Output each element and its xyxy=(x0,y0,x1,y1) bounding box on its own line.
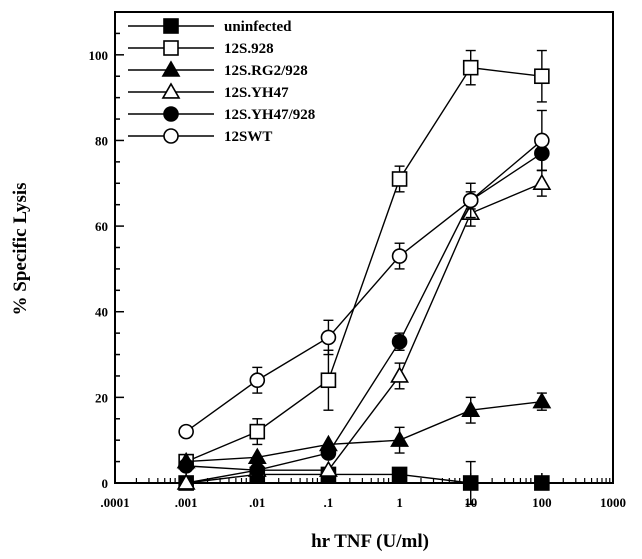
legend-item-3: 12S.RG2/928 xyxy=(128,60,308,79)
legend-marker xyxy=(163,106,179,122)
legend-item-2: 12S.928 xyxy=(128,40,274,57)
x-tick-label: .01 xyxy=(249,495,265,510)
y-tick-label: 60 xyxy=(95,219,108,234)
data-point xyxy=(178,423,194,440)
legend-label: 12S.928 xyxy=(224,41,274,57)
series-line xyxy=(186,473,542,484)
data-point xyxy=(391,466,408,483)
y-axis-title: % Specific Lysis xyxy=(10,182,31,315)
data-point xyxy=(462,59,479,76)
legend-item-5: 12S.YH47/928 xyxy=(128,106,315,123)
data-point xyxy=(462,192,479,209)
x-tick-label: 100 xyxy=(532,495,552,510)
data-point xyxy=(391,248,408,264)
legend-item-6: 12SWT xyxy=(128,128,272,145)
series-3 xyxy=(176,391,552,469)
data-point xyxy=(534,475,550,491)
legend: uninfected 12S.928 12S.RG2/928 12S.YH47 12S.… xyxy=(128,18,315,145)
legend-label: 12SWT xyxy=(224,129,272,145)
x-tick-label: .001 xyxy=(175,495,198,510)
x-tick-label: .0001 xyxy=(100,495,129,510)
data-point xyxy=(249,462,266,478)
data-point xyxy=(461,400,481,417)
legend-marker xyxy=(163,18,179,34)
y-tick-label: 20 xyxy=(95,390,108,405)
data-point xyxy=(391,171,408,187)
series-4 xyxy=(176,169,552,490)
series-line xyxy=(185,66,542,463)
series-line xyxy=(186,400,542,463)
y-tick-label: 40 xyxy=(95,305,108,320)
data-point xyxy=(462,475,479,491)
legend-item-1: uninfected xyxy=(128,18,292,35)
data-point xyxy=(390,430,410,447)
data-point xyxy=(532,173,552,191)
legend-label: 12S.YH47 xyxy=(224,85,289,101)
series-line xyxy=(186,152,543,471)
x-tick-label: 1000 xyxy=(600,495,626,510)
data-point xyxy=(176,473,196,490)
legend-marker xyxy=(161,60,181,77)
y-tick-label: 0 xyxy=(102,476,109,491)
data-point xyxy=(318,460,338,477)
data-point xyxy=(320,445,337,461)
y-tick-label: 80 xyxy=(95,133,108,148)
legend-label: uninfected xyxy=(224,19,292,35)
data-point xyxy=(320,329,337,346)
data-point xyxy=(532,391,552,409)
series-line xyxy=(186,182,543,484)
series-5 xyxy=(178,135,550,478)
data-point xyxy=(534,68,550,85)
series-layer xyxy=(176,49,552,506)
x-tick-label: .1 xyxy=(324,495,334,510)
legend-marker xyxy=(163,128,179,144)
legend-marker xyxy=(163,40,179,56)
legend-label: 12S.RG2/928 xyxy=(224,63,308,79)
series-6 xyxy=(178,109,550,440)
data-point xyxy=(390,366,410,383)
data-point xyxy=(249,372,266,389)
series-line xyxy=(185,139,543,433)
legend-label: 12S.YH47/928 xyxy=(224,107,315,123)
data-point xyxy=(249,423,266,440)
legend-item-4: 12S.YH47 xyxy=(128,82,289,101)
legend-marker xyxy=(161,82,181,99)
x-axis-title: hr TNF (U/ml) xyxy=(311,531,429,552)
data-point xyxy=(534,132,550,149)
data-point xyxy=(178,458,194,474)
y-tick-label: 100 xyxy=(89,48,109,63)
data-point xyxy=(391,333,408,350)
x-tick-label: 1 xyxy=(396,495,403,510)
data-point xyxy=(320,372,337,389)
